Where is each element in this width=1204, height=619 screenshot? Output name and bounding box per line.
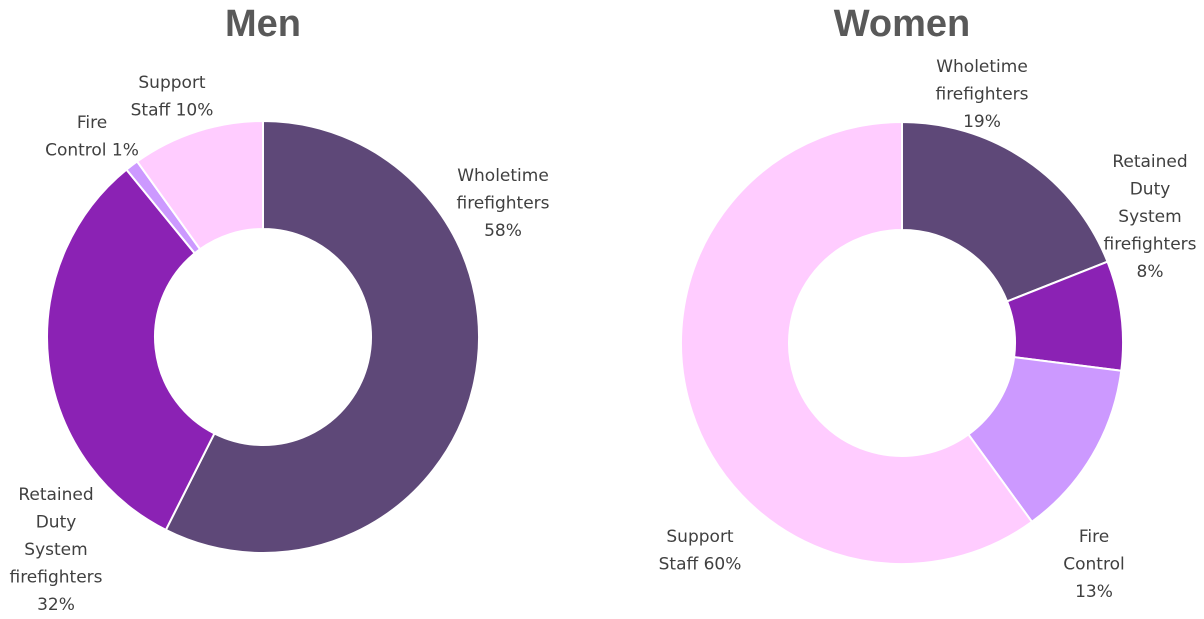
slice-label-line: System bbox=[1118, 207, 1181, 227]
slice-label-line: Retained bbox=[18, 485, 93, 505]
chart-title-men: Men bbox=[225, 3, 301, 45]
slice-label: Fire Control 1% bbox=[45, 113, 139, 161]
slice-label-line: System bbox=[24, 540, 87, 560]
slice-label-line: 58% bbox=[484, 221, 522, 241]
women-donut-chart: Women Wholetime firefighters 19% Retained Du… bbox=[659, 3, 1197, 602]
slice-label-line: Fire bbox=[77, 113, 107, 133]
slice-label-line: firefighters bbox=[1103, 235, 1196, 255]
slice-label-line: Retained bbox=[1112, 152, 1187, 172]
slice-label-line: Fire bbox=[1079, 527, 1109, 547]
slice-label: Fire Control 13% bbox=[1063, 527, 1124, 602]
donut-slice bbox=[164, 119, 480, 554]
donut-slice bbox=[680, 120, 1034, 565]
slice-label-line: 32% bbox=[37, 595, 75, 615]
chart-title-women: Women bbox=[834, 3, 971, 45]
donut-slice bbox=[46, 168, 216, 532]
slice-label: Wholetime firefighters 58% bbox=[456, 166, 549, 241]
slice-label-line: Duty bbox=[1130, 180, 1171, 200]
slice-label: Retained Duty System firefighters 32% bbox=[9, 485, 102, 615]
slice-label: Wholetime firefighters 19% bbox=[935, 57, 1028, 132]
slice-label: Support Staff 60% bbox=[659, 527, 742, 575]
slice-label-line: Staff 10% bbox=[131, 101, 214, 121]
slice-label-line: Control 1% bbox=[45, 141, 139, 161]
slice-label-line: firefighters bbox=[935, 85, 1028, 105]
men-donut-chart: Men Wholetime firefighters 58% Retained Duty… bbox=[9, 3, 549, 615]
slice-label-line: Wholetime bbox=[936, 57, 1028, 77]
slice-label: Retained Duty System firefighters 8% bbox=[1103, 152, 1196, 282]
slice-label-line: firefighters bbox=[9, 568, 102, 588]
slice-label-line: Wholetime bbox=[457, 166, 549, 186]
slice-label-line: Control bbox=[1063, 555, 1124, 575]
slice-label-line: 8% bbox=[1137, 262, 1164, 282]
slice-label-line: Support bbox=[666, 527, 734, 547]
donut-slice bbox=[135, 119, 264, 251]
slice-label-line: Duty bbox=[36, 513, 77, 533]
slice-label-line: 19% bbox=[963, 112, 1001, 132]
slice-label: Support Staff 10% bbox=[131, 73, 214, 121]
slice-label-line: firefighters bbox=[456, 194, 549, 214]
donut-slice bbox=[901, 120, 1109, 303]
slice-label-line: 13% bbox=[1075, 582, 1113, 602]
slice-label-line: Support bbox=[138, 73, 206, 93]
slice-label-line: Staff 60% bbox=[659, 555, 742, 575]
